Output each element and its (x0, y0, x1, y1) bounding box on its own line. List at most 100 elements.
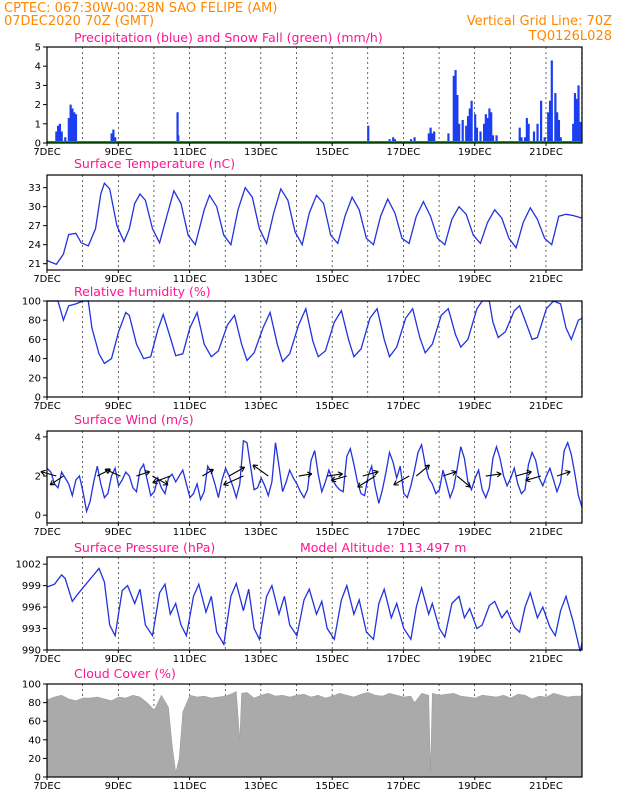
precip-bar (495, 135, 498, 143)
precip-bar (559, 137, 562, 143)
wind-xtick-label: 19DEC (458, 527, 492, 538)
precip-bar (579, 121, 582, 143)
pressure-xtick-label: 21DEC (529, 654, 563, 665)
precip-bar (573, 93, 577, 143)
precip-bar (114, 137, 117, 143)
wind-vector (456, 475, 471, 488)
wind-xtick-label: 17DEC (387, 527, 421, 538)
temp-ytick-label: 33 (28, 183, 41, 194)
wind-vector-head (162, 480, 169, 486)
precip-bar (58, 123, 62, 143)
rh-panel: 0 20 40 60 80 100 7DEC 9DEC 11DEC 13DEC 15DEC 17DEC… (22, 297, 583, 412)
precip-bar (556, 112, 559, 143)
precip-xtick-label: 17DEC (387, 147, 421, 158)
precip-bar (433, 131, 436, 143)
precip-bar (427, 133, 430, 143)
cloud-xtick-label: 7DEC (33, 781, 60, 792)
header-run-date: 07DEC2020 70Z (GMT) (4, 14, 154, 29)
precip-bar (543, 137, 546, 143)
wind-vector-head (330, 476, 337, 483)
precip-bar (74, 114, 78, 143)
wind-vector (104, 468, 121, 477)
pressure-panel-title: Surface Pressure (hPa) (74, 540, 215, 555)
wind-vector (362, 471, 379, 477)
temp-xtick-label: 11DEC (173, 274, 207, 285)
temp-xtick-label: 7DEC (33, 274, 60, 285)
wind-vector (136, 471, 150, 477)
precip-bar (465, 125, 468, 143)
wind-ytick-label: 0 (35, 511, 41, 522)
wind-vector-head (223, 480, 229, 486)
rh-xtick-label: 19DEC (458, 401, 492, 412)
wind-vector-head (152, 478, 158, 485)
pressure-panel: 990 993 996 999 1002 7DEC 9DEC 11DEC 13DEC 15DEC 1… (16, 556, 583, 665)
pressure-ytick-label: 990 (22, 646, 41, 657)
temp-frame (46, 174, 583, 271)
precip-bar (429, 127, 432, 143)
temp-xtick-label: 13DEC (244, 274, 278, 285)
wind-vector-head (239, 466, 246, 472)
cloud-xtick-label: 9DEC (105, 781, 132, 792)
cloud-xtick-label: 17DEC (387, 781, 421, 792)
precip-bar (490, 112, 493, 143)
temp-panel: 21 24 27 30 33 7DEC 9DEC 11DEC 13DEC 15DEC 17DEC 19… (28, 174, 583, 285)
pressure-xtick-label: 17DEC (387, 654, 421, 665)
cloud-ytick-label: 0 (35, 773, 41, 784)
precip-bar (431, 133, 434, 143)
temp-xtick-label: 19DEC (458, 274, 492, 285)
temp-ytick-label: 21 (28, 259, 41, 270)
wind-vector-head (525, 476, 531, 483)
cloud-xtick-label: 19DEC (458, 781, 492, 792)
wind-xtick-label: 21DEC (529, 527, 563, 538)
wind-vector-head (565, 469, 571, 476)
wind-vector (331, 475, 347, 481)
precip-ytick-label: 3 (35, 81, 41, 92)
pressure-ytick-label: 996 (22, 603, 41, 614)
cloud-frame (46, 683, 583, 778)
cloud-panel: 0 20 40 60 80 100 7DEC 9DEC 11DEC 13DEC 15DEC 17DEC… (22, 680, 583, 792)
wind-vector (357, 475, 376, 488)
rh-xtick-label: 11DEC (173, 401, 207, 412)
precip-bar (176, 112, 179, 143)
wind-vector-head (357, 482, 363, 488)
precip-bar (557, 119, 561, 143)
cloud-cover-area (46, 691, 583, 778)
wind-vector-head (496, 471, 502, 478)
wind-xtick-label: 13DEC (244, 527, 278, 538)
precip-bar (57, 125, 60, 143)
wind-vector-head (337, 471, 343, 478)
pressure-xtick-label: 11DEC (173, 654, 207, 665)
pressure-xtick-label: 15DEC (315, 654, 349, 665)
precip-panel: 0 1 2 3 4 5 7DEC 9DEC 11DEC 13DEC 15DEC 17DEC 19DEC 2… (33, 43, 583, 158)
wind-vector (442, 471, 457, 477)
header-location: CPTEC: 067:30W-00:28N SAO FELIPE (AM) (4, 1, 277, 16)
pressure-xtick-label: 7DEC (33, 654, 60, 665)
wind-vector-head (252, 464, 258, 470)
cloud-xtick-label: 21DEC (529, 781, 563, 792)
pressure-series-line (46, 567, 583, 652)
precip-bar (461, 119, 464, 143)
precip-frame (46, 46, 583, 144)
temp-xtick-label: 21DEC (529, 274, 563, 285)
wind-vector (525, 475, 542, 481)
pressure-frame (46, 556, 583, 651)
temp-xtick-label: 15DEC (315, 274, 349, 285)
precip-bar (60, 131, 63, 143)
precip-bar (482, 123, 486, 143)
cloud-panel-title: Cloud Cover (%) (74, 666, 176, 681)
precip-bar (491, 135, 495, 143)
wind-vector (152, 475, 171, 484)
wind-vector-head (465, 482, 471, 488)
pressure-ytick-label: 999 (22, 581, 41, 592)
precip-bar (486, 118, 489, 143)
rh-series-line (47, 300, 583, 365)
precip-bar (447, 133, 450, 143)
wind-vector-head (40, 469, 46, 476)
precip-bar (479, 131, 482, 143)
wind-xtick-label: 11DEC (173, 527, 207, 538)
wind-series-line (46, 439, 583, 514)
precip-bar (112, 129, 115, 143)
pressure-ytick-label: 1002 (16, 560, 41, 571)
rh-ytick-label: 60 (28, 335, 41, 346)
